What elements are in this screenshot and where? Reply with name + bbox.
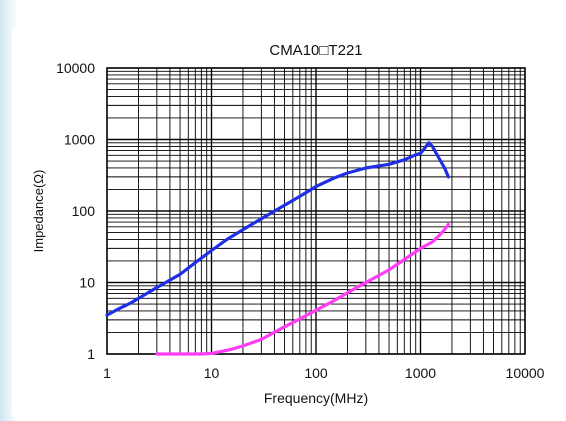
y-tick-label: 10000 [56, 60, 95, 76]
series-line-2 [155, 222, 450, 356]
plot-area-border [106, 67, 526, 355]
series-line-1 [105, 141, 450, 317]
y-tick-label: 1000 [64, 132, 95, 148]
y-tick-label: 100 [72, 203, 96, 219]
chart-title: CMA10□T221 [269, 42, 362, 59]
x-axis-label: Frequency(MHz) [264, 390, 368, 406]
x-tick-label: 10 [204, 365, 220, 381]
x-tick-label: 100 [304, 365, 328, 381]
y-tick-label: 10 [79, 275, 95, 291]
y-tick-label: 1 [87, 346, 95, 362]
series-lines [105, 141, 450, 356]
x-tick-label: 10000 [506, 365, 545, 381]
x-tick-label: 1 [103, 365, 111, 381]
tick-labels: 1 10 100 1000 10000 1 10 100 1000 10000 [56, 60, 545, 381]
y-axis-label: Impedance(Ω) [31, 170, 46, 253]
x-tick-label: 1000 [405, 365, 436, 381]
